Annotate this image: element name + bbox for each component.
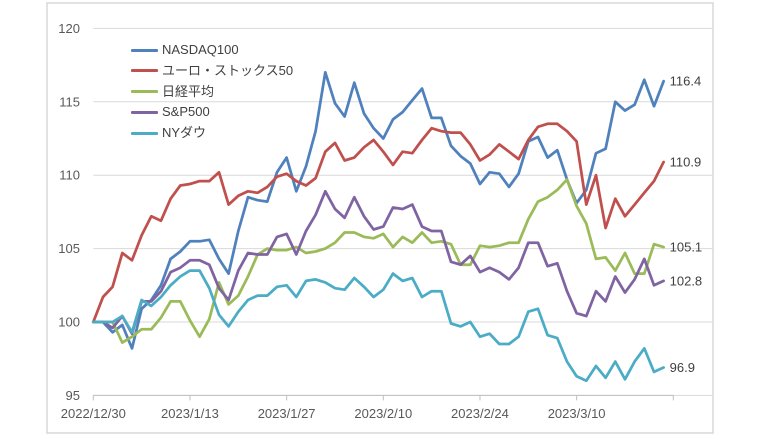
y-axis-tick-label: 100	[58, 315, 80, 330]
legend-item-4: NYダウ	[131, 125, 206, 141]
series-end-value-label: 96.9	[670, 360, 695, 375]
legend-series-label: NYダウ	[162, 125, 207, 141]
legend-item-2: 日経平均	[131, 84, 214, 100]
x-axis-tick-label: 2023/2/24	[451, 406, 509, 421]
legend-series-label: S&P500	[162, 104, 210, 120]
y-axis-tick-label: 110	[59, 168, 80, 183]
legend-line-swatch	[131, 90, 158, 94]
y-axis-tick-label: 105	[58, 241, 80, 256]
legend-series-label: NASDAQ100	[162, 42, 239, 57]
series-end-value-label: 116.4	[670, 74, 702, 89]
x-axis-tick-label: 2022/12/30	[61, 406, 126, 421]
x-axis-tick-label: 2023/1/27	[258, 406, 316, 421]
y-axis-tick-label: 115	[59, 94, 80, 109]
legend-series-label: ユーロ・ストックス50	[162, 62, 294, 78]
series-line-4	[91, 269, 665, 383]
legend-line-swatch	[131, 69, 158, 73]
series-end-value-label: 105.1	[670, 240, 703, 255]
x-axis-tick-label: 2023/1/13	[161, 406, 219, 421]
legend-line-swatch	[131, 48, 158, 52]
legend-item-0: NASDAQ100	[131, 42, 239, 58]
series-line-3	[91, 189, 665, 336]
legend-series-label: 日経平均	[162, 83, 215, 99]
series-line-1	[91, 122, 665, 324]
y-axis-tick-label: 120	[58, 21, 80, 36]
legend-item-3: S&P500	[131, 104, 210, 120]
chart-frame-border	[46, 2, 714, 434]
legend-line-swatch	[131, 131, 158, 135]
y-axis-tick-label: 95	[66, 388, 80, 403]
series-end-value-label: 102.8	[670, 273, 703, 288]
legend-line-swatch	[131, 110, 158, 114]
series-line-2	[91, 178, 665, 344]
series-end-value-label: 110.9	[670, 154, 702, 169]
legend-item-1: ユーロ・ストックス50	[131, 63, 293, 79]
x-axis-tick-label: 2023/3/10	[548, 406, 606, 421]
x-axis-tick-label: 2023/2/10	[354, 406, 412, 421]
